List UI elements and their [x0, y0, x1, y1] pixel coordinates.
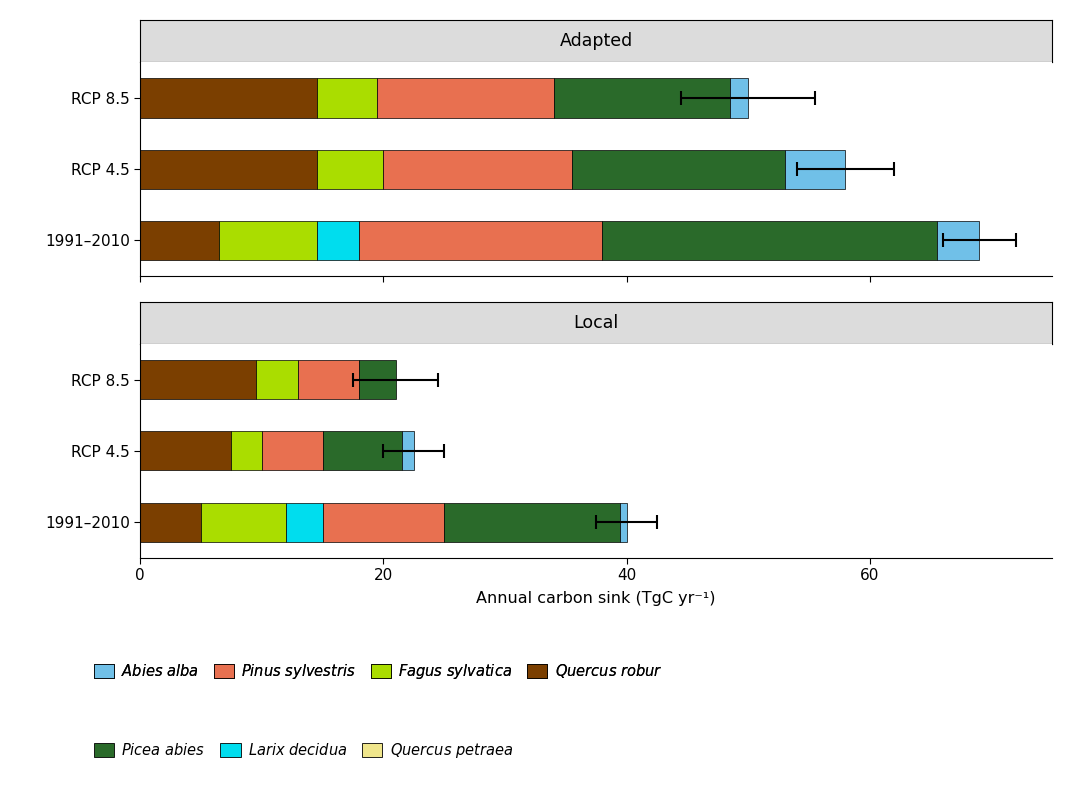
- Bar: [729, 78, 748, 118]
- Bar: [219, 221, 316, 260]
- Text: Adapted: Adapted: [560, 32, 632, 50]
- Bar: [140, 502, 201, 542]
- Bar: [256, 360, 298, 399]
- Bar: [445, 502, 620, 542]
- Bar: [554, 78, 729, 118]
- Bar: [323, 502, 445, 542]
- Bar: [572, 149, 784, 189]
- X-axis label: Annual carbon sink (TgC yr⁻¹): Annual carbon sink (TgC yr⁻¹): [477, 592, 715, 607]
- Legend: $\it{Abies\ alba}$, $\it{Pinus\ sylvestris}$, $\it{Fagus\ sylvatica}$, $\it{Quer: $\it{Abies\ alba}$, $\it{Pinus\ sylvestr…: [94, 662, 663, 681]
- Bar: [937, 221, 979, 260]
- Bar: [316, 221, 359, 260]
- Bar: [262, 431, 323, 471]
- Bar: [602, 221, 937, 260]
- Bar: [232, 431, 262, 471]
- Bar: [140, 149, 316, 189]
- Bar: [316, 149, 383, 189]
- Bar: [140, 78, 316, 118]
- Bar: [784, 149, 845, 189]
- Bar: [140, 431, 232, 471]
- Bar: [201, 502, 286, 542]
- Bar: [286, 502, 323, 542]
- Text: Local: Local: [574, 314, 618, 332]
- Bar: [378, 78, 554, 118]
- Bar: [298, 360, 359, 399]
- Bar: [316, 78, 378, 118]
- Legend: $\it{Picea\ abies}$, $\it{Larix\ decidua}$, $\it{Quercus\ petraea}$: $\it{Picea\ abies}$, $\it{Larix\ decidua…: [94, 741, 514, 760]
- Bar: [323, 431, 401, 471]
- Bar: [620, 502, 627, 542]
- Bar: [359, 360, 396, 399]
- Bar: [383, 149, 572, 189]
- Bar: [401, 431, 414, 471]
- Bar: [140, 221, 219, 260]
- Bar: [140, 360, 256, 399]
- Bar: [359, 221, 602, 260]
